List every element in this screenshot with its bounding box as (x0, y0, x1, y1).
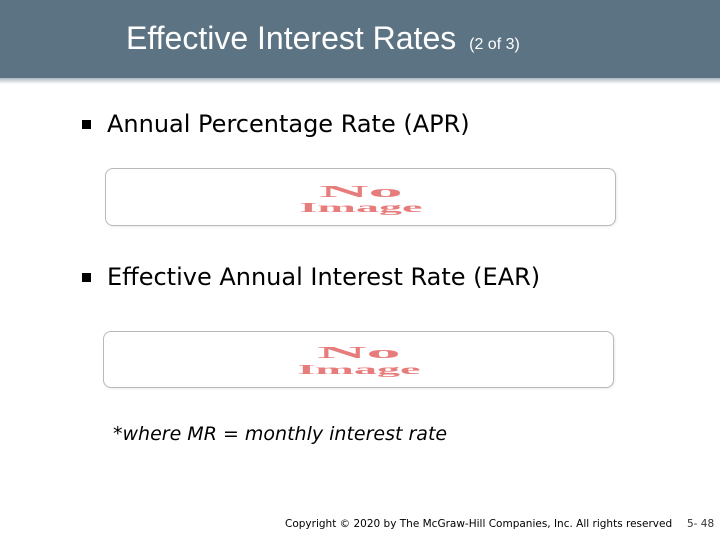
square-bullet-icon (82, 272, 91, 282)
no-image-placeholder-icon: No Image (299, 182, 422, 215)
slide-title: Effective Interest Rates (2 of 3) (126, 20, 520, 57)
bullet-ear: Effective Annual Interest Rate (EAR) (80, 263, 540, 291)
bullet-apr: Annual Percentage Rate (APR) (80, 110, 470, 138)
copyright-notice: Copyright © 2020 by The McGraw-Hill Comp… (285, 518, 673, 530)
page-number: 5- 48 (687, 518, 715, 530)
bullet-ear-text: Effective Annual Interest Rate (EAR) (107, 263, 541, 291)
no-image-placeholder-icon: No Image (297, 343, 420, 377)
placeholder-line1: No (317, 343, 400, 361)
placeholder-line1: No (319, 182, 402, 200)
placeholder-line2: Image (299, 201, 422, 215)
placeholder-line2: Image (297, 363, 420, 377)
mr-footnote: *where MR = monthly interest rate (113, 423, 448, 445)
apr-formula-image: No Image (105, 168, 616, 226)
square-bullet-icon (82, 119, 91, 129)
ear-formula-image: No Image (103, 331, 614, 388)
bullet-apr-text: Annual Percentage Rate (APR) (107, 110, 470, 138)
slide-title-sub: (2 of 3) (469, 36, 520, 53)
title-bar: Effective Interest Rates (2 of 3) (0, 0, 720, 78)
title-divider (0, 78, 720, 84)
slide-title-main: Effective Interest Rates (126, 20, 457, 56)
